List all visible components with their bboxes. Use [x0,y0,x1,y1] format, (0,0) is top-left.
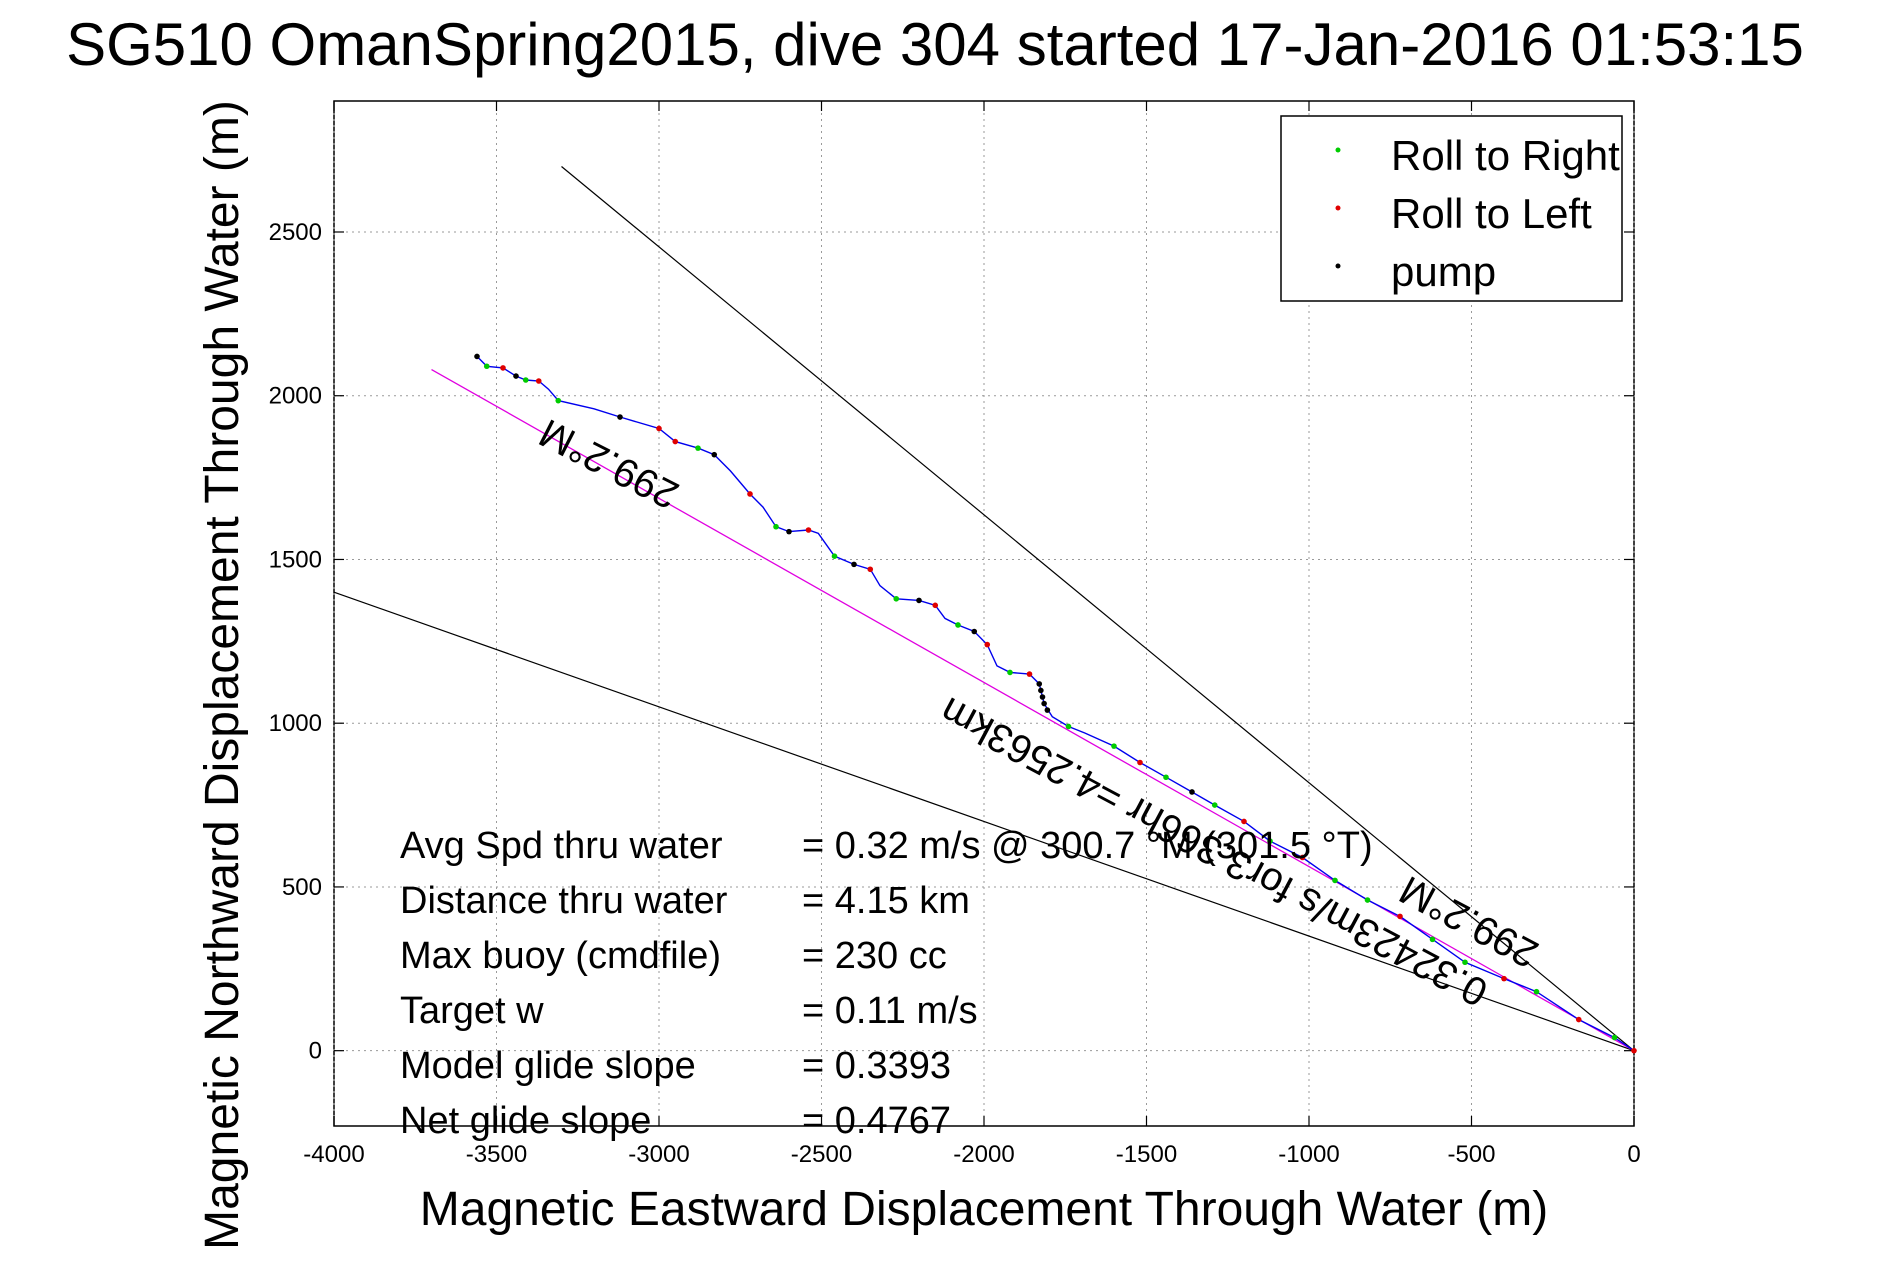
stat-label-max-buoy: Max buoy (cmdfile) [400,935,721,977]
x-tick-label: -4000 [303,1141,364,1168]
roll-right-point [955,622,961,628]
legend-marker-roll-left [1335,205,1341,211]
stat-value-target-w: = 0.11 m/s [802,990,978,1032]
stat-label-avg-speed: Avg Spd thru water [400,825,723,867]
stat-label-target-w: Target w [400,990,544,1032]
pump-point [1038,687,1044,694]
y-tick-label: 0 [309,1038,322,1065]
legend-label-pump: pump [1391,248,1496,295]
x-axis-label: Magnetic Eastward Displacement Through W… [420,1183,1548,1236]
stat-label-net-glide: Net glide slope [400,1100,651,1142]
stat-label-distance: Distance thru water [400,880,728,922]
roll-left-point [500,365,506,371]
axis-ticks: -4000 -3500 -3000 -2500 -2000 -1500 -1000 -500 0… [269,101,1641,1168]
x-tick-label: -3000 [628,1141,689,1168]
roll-left-point [672,438,679,445]
roll-right-point [555,397,562,404]
pump-point [916,597,922,604]
roll-left-point [1501,975,1507,982]
roll-left-point [1241,818,1247,825]
pump-point [1189,789,1195,795]
lower-bound-line [333,591,1635,1052]
roll-left-point [1397,913,1403,920]
pump-point [513,373,519,379]
roll-right-point [1429,936,1436,943]
y-axis-label: Magnetic Northward Displacement Through … [196,100,249,1250]
legend-label-roll-right: Roll to Right [1391,132,1620,179]
roll-right-point [1364,897,1371,903]
pump-point [1044,707,1051,713]
chart-title: SG510 OmanSpring2015, dive 304 started 1… [66,11,1804,78]
roll-right-point [893,595,900,602]
roll-right-point [1332,877,1338,884]
track-line [476,355,1635,1052]
upper-bound-line [561,166,1635,1052]
x-tick-label: -500 [1447,1141,1495,1168]
roll-left-point [984,641,991,648]
x-tick-label: -3500 [466,1141,527,1168]
roll-left-point [747,491,753,497]
roll-left-point [535,378,542,384]
x-tick-label: -1000 [1278,1141,1339,1168]
roll-right-point [695,445,701,451]
x-tick-label: 0 [1627,1141,1640,1168]
stat-value-model-glide: = 0.3393 [802,1045,951,1087]
roll-left-point [1575,1016,1582,1023]
roll-right-point [522,377,529,383]
legend-marker-roll-right [1335,147,1341,153]
roll-left-point [1137,759,1143,766]
legend-marker-pump [1335,263,1341,269]
x-tick-label: -2000 [953,1141,1014,1168]
roll-left-point [1631,1047,1637,1054]
pump-point [786,528,792,535]
pump-point [1039,694,1046,700]
roll-right-point [1163,774,1169,781]
event-markers [474,353,1637,1054]
x-tick-label: -2500 [791,1141,852,1168]
pump-point [617,414,623,420]
stat-value-avg-speed: = 0.32 m/s @ 300.7 °M (301.5 °T) [802,825,1373,867]
roll-left-point [1026,671,1033,677]
pump-point [711,451,718,458]
x-tick-label: -1500 [1116,1141,1177,1168]
roll-right-point [1611,1034,1618,1041]
roll-left-point [867,566,874,573]
stat-value-net-glide: = 0.4767 [802,1100,951,1142]
pump-point [474,353,480,360]
dive-track [476,355,1635,1052]
y-tick-label: 1000 [269,710,322,737]
legend: Roll to Right Roll to Left pump [1280,115,1623,302]
grid-lines [333,101,1635,1126]
pump-point [1041,700,1047,707]
y-tick-label: 2000 [269,383,322,410]
roll-right-point [831,553,838,559]
roll-right-point [1111,743,1117,749]
roll-left-point [932,602,939,609]
roll-right-point [1533,988,1540,995]
roll-left-point [656,425,662,432]
pump-point [971,628,978,635]
dive-statistics: Avg Spd thru water = 0.32 m/s @ 300.7 °M… [400,825,1373,1142]
y-tick-label: 500 [282,874,322,901]
stat-value-distance: = 4.15 km [802,880,970,922]
roll-right-point [1007,669,1013,676]
stat-label-model-glide: Model glide slope [400,1045,696,1087]
roll-right-point [1462,959,1468,966]
roll-left-point [1299,854,1306,861]
y-tick-label: 1500 [269,546,322,573]
y-tick-label: 2500 [269,219,322,246]
roll-right-point [483,363,490,370]
pump-point [851,561,857,568]
legend-label-roll-left: Roll to Left [1391,190,1592,237]
pump-point [1036,681,1043,687]
roll-right-point [1211,802,1218,808]
roll-right-point [773,523,779,530]
roll-left-point [805,527,812,533]
roll-right-point [1065,723,1072,730]
stat-value-max-buoy: = 230 cc [802,935,947,977]
roll-right-point [1267,838,1273,844]
